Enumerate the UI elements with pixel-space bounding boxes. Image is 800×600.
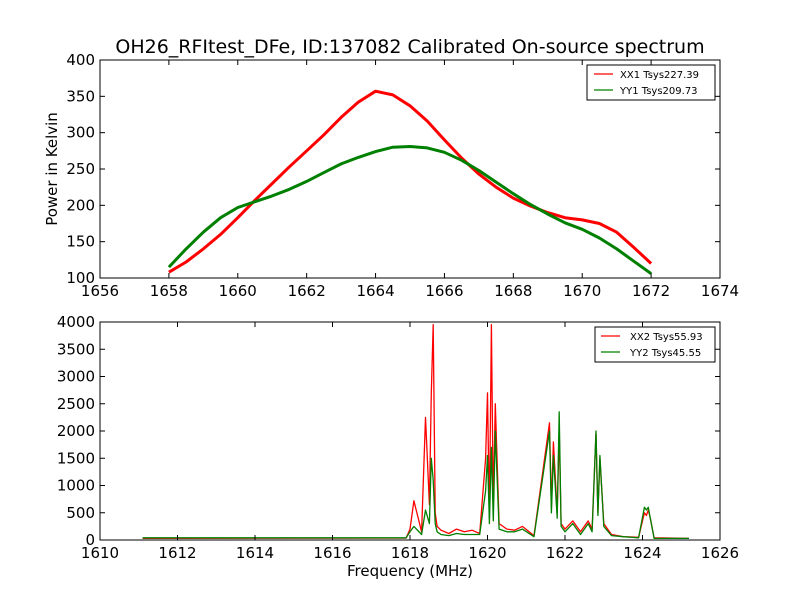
chart-title: OH26_RFItest_DFe, ID:137082 Calibrated O… <box>115 36 704 58</box>
top-ytick-label: 350 <box>66 87 95 105</box>
top-xtick-label: 1672 <box>632 282 670 300</box>
top-xtick-label: 1656 <box>81 282 119 300</box>
top-ytick-label: 150 <box>66 233 95 251</box>
top-xtick-label: 1666 <box>425 282 463 300</box>
bottom-xtick-label: 1622 <box>546 544 584 562</box>
top-xtick-label: 1660 <box>219 282 257 300</box>
legend-label-xx2: XX2 Tsys55.93 <box>630 332 703 343</box>
bottom-series-line-1 <box>142 411 689 540</box>
top-ytick-label: 100 <box>66 269 95 287</box>
legend-label-yy2: YY2 Tsys45.55 <box>629 348 701 359</box>
bottom-series-line-0 <box>142 324 690 540</box>
bottom-ytick-label: 2000 <box>57 422 95 440</box>
legend-label-yy1: YY1 Tsys209.73 <box>619 86 698 97</box>
bottom-ytick-label: 3500 <box>57 340 95 358</box>
top-panel: 1656 1658 1660 1662 1664 1666 1668 1670 1672 1674… <box>43 51 739 300</box>
bottom-ytick-label: 1000 <box>57 477 95 495</box>
bottom-xtick-label: 1614 <box>236 544 274 562</box>
bottom-xtick-label: 1618 <box>391 544 429 562</box>
top-xtick-label: 1668 <box>494 282 532 300</box>
top-ytick-label: 300 <box>66 124 95 142</box>
top-xtick-label: 1674 <box>701 282 739 300</box>
top-legend: XX1 Tsys227.39 YY1 Tsys209.73 <box>586 64 716 101</box>
bottom-ytick-label: 1500 <box>57 449 95 467</box>
bottom-panel: 1610 1612 1614 1616 1618 1620 1622 1624 1626 0 500… <box>57 313 739 580</box>
top-xtick-label: 1658 <box>150 282 188 300</box>
top-ytick-label: 250 <box>66 160 95 178</box>
bottom-xtick-label: 1620 <box>468 544 506 562</box>
bottom-ytick-label: 2500 <box>57 395 95 413</box>
top-xtick-label: 1664 <box>356 282 394 300</box>
bottom-ytick-label: 3000 <box>57 368 95 386</box>
bottom-ytick-label: 0 <box>85 531 95 549</box>
bottom-legend: XX2 Tsys55.93 YY2 Tsys45.55 <box>594 326 716 363</box>
top-xtick-label: 1670 <box>563 282 601 300</box>
bottom-xtick-label: 1626 <box>701 544 739 562</box>
legend-label-xx1: XX1 Tsys227.39 <box>620 70 699 81</box>
bottom-xtick-label: 1616 <box>313 544 351 562</box>
top-series-line-1 <box>167 145 652 275</box>
top-ytick-label: 200 <box>66 196 95 214</box>
bottom-xtick-label: 1624 <box>623 544 661 562</box>
top-ylabel: Power in Kelvin <box>43 112 61 226</box>
bottom-xtick-label: 1612 <box>158 544 196 562</box>
top-ytick-label: 400 <box>66 51 95 69</box>
top-series-line-0 <box>168 89 653 274</box>
bottom-xtick-label: 1610 <box>81 544 119 562</box>
bottom-xlabel: Frequency (MHz) <box>347 562 473 580</box>
bottom-ytick-label: 500 <box>66 504 95 522</box>
top-xtick-label: 1662 <box>288 282 326 300</box>
bottom-ytick-label: 4000 <box>57 313 95 331</box>
